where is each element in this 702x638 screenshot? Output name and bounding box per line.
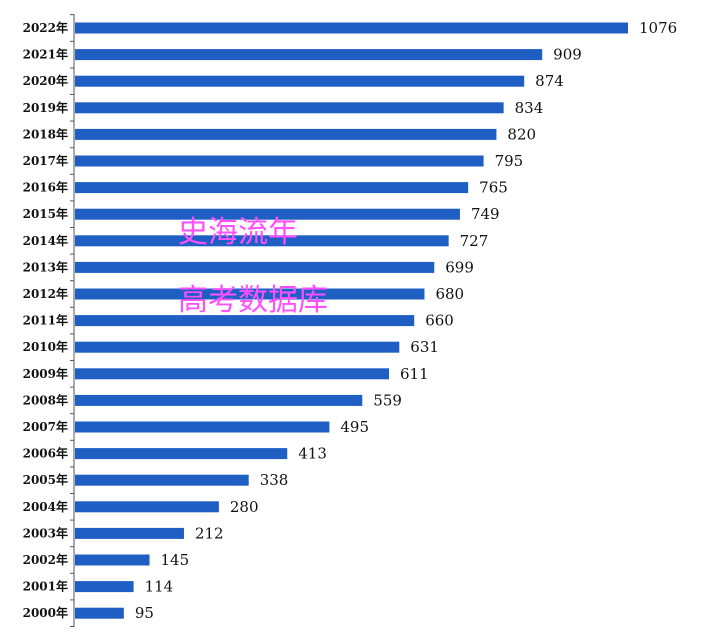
value-label: 699 <box>445 258 474 276</box>
bar <box>75 448 288 460</box>
value-label: 680 <box>435 285 464 303</box>
bar <box>75 182 469 194</box>
bar <box>75 261 435 273</box>
value-label: 145 <box>161 551 190 569</box>
y-tick-label: 2000年 <box>23 605 68 620</box>
bar <box>75 315 415 327</box>
value-label: 909 <box>553 46 582 64</box>
bar <box>75 341 400 353</box>
bar <box>75 581 134 593</box>
y-tick-label: 2007年 <box>23 419 68 434</box>
value-label: 212 <box>195 524 224 542</box>
y-tick-label: 2004年 <box>23 499 68 514</box>
bar <box>75 208 460 220</box>
value-label: 114 <box>145 578 174 596</box>
bar <box>75 155 484 167</box>
value-label: 1076 <box>639 19 677 37</box>
value-label: 795 <box>495 152 524 170</box>
y-tick-label: 2017年 <box>23 153 68 168</box>
bar <box>75 421 330 433</box>
bar <box>75 235 449 247</box>
value-label: 834 <box>515 99 544 117</box>
y-tick-label: 2021年 <box>23 47 68 62</box>
bar <box>75 554 150 566</box>
y-tick-label: 2011年 <box>23 313 68 328</box>
bar <box>75 22 628 34</box>
bar <box>75 128 497 140</box>
y-tick-label: 2006年 <box>23 446 68 461</box>
y-tick-label: 2008年 <box>23 392 68 407</box>
y-tick-label: 2018年 <box>23 126 68 141</box>
y-tick-label: 2010年 <box>23 339 68 354</box>
y-tick-label: 2015年 <box>23 206 68 221</box>
bar <box>75 368 390 380</box>
value-labels: 1076 909 874 834 820 795 765 749 727 699 680 660 631… <box>135 19 677 622</box>
y-tick-label: 2014年 <box>23 233 68 248</box>
value-label: 413 <box>298 445 327 463</box>
value-label: 611 <box>400 365 429 383</box>
value-label: 660 <box>425 312 454 330</box>
value-label: 495 <box>340 418 369 436</box>
value-label: 765 <box>479 179 508 197</box>
value-label: 559 <box>373 391 402 409</box>
y-tick-label: 2003年 <box>23 525 68 540</box>
value-label: 338 <box>260 471 289 489</box>
y-tick-label: 2019年 <box>23 100 68 115</box>
y-tick-label: 2009年 <box>23 366 68 381</box>
bar <box>75 527 184 539</box>
y-axis-ticks <box>70 14 74 627</box>
y-tick-label: 2016年 <box>23 180 68 195</box>
bar <box>75 75 525 87</box>
y-tick-label: 2001年 <box>23 579 68 594</box>
value-label: 280 <box>230 498 259 516</box>
y-tick-label: 2020年 <box>23 73 68 88</box>
bar <box>75 501 219 513</box>
watermark-line-1: 史海流年 <box>178 215 298 250</box>
watermark-line-2: 高考数据库 <box>178 283 328 318</box>
value-label: 749 <box>471 205 500 223</box>
bar <box>75 394 363 406</box>
y-tick-label: 2005年 <box>23 472 68 487</box>
bars-group <box>75 22 628 619</box>
bar <box>75 102 504 114</box>
bar <box>75 474 249 486</box>
value-label: 874 <box>535 72 564 90</box>
y-tick-label: 2012年 <box>23 286 68 301</box>
bar <box>75 607 124 619</box>
value-label: 631 <box>410 338 439 356</box>
y-tick-label: 2013年 <box>23 259 68 274</box>
bar <box>75 49 543 61</box>
y-tick-label: 2022年 <box>23 20 68 35</box>
y-tick-label: 2002年 <box>23 552 68 567</box>
value-label: 95 <box>135 604 154 622</box>
value-label: 820 <box>507 125 536 143</box>
value-label: 727 <box>460 232 489 250</box>
y-axis-labels: 2022年 2021年 2020年 2019年 2018年 2017年 2016年 2015年… <box>23 20 68 620</box>
bar <box>75 288 425 300</box>
